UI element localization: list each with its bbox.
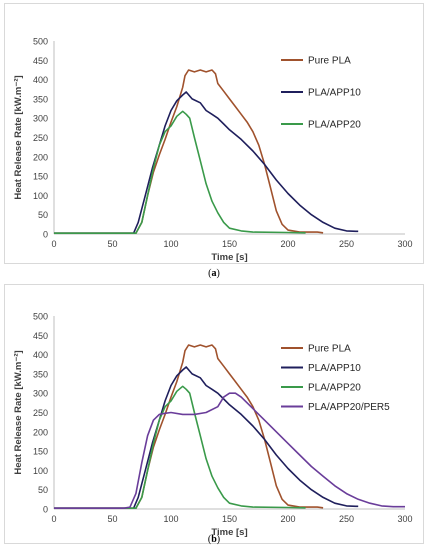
caption-a: (a) [208, 268, 220, 279]
series-line-pla-app20 [54, 110, 306, 234]
legend-entry: PLA/APP20 [308, 383, 361, 394]
y-tick-label: 100 [33, 466, 48, 476]
y-tick-label: 350 [33, 369, 48, 379]
y-tick-label: 50 [38, 485, 48, 495]
y-tick-label: 150 [33, 447, 48, 457]
legend-entry: PLA/APP20/PER5 [308, 402, 390, 413]
y-tick-label: 450 [33, 56, 48, 66]
y-tick-label: 400 [33, 75, 48, 85]
x-tick-label: 0 [51, 239, 56, 249]
series-line-pla-app10 [54, 366, 359, 509]
x-tick-label: 150 [222, 239, 237, 249]
x-tick-label: 50 [107, 239, 117, 249]
chart-panel-b: 0 50 100 150 200 250 300 350 400 450 500 0 50 100 150 2… [4, 284, 424, 544]
y-tick-label: 400 [33, 350, 48, 360]
x-tick-label: 0 [51, 514, 56, 524]
y-tick-label: 250 [33, 133, 48, 143]
series-line-pla-app20 [54, 385, 306, 509]
x-axis-label: Time [s] [211, 527, 247, 538]
y-tick-label: 150 [33, 172, 48, 182]
y-axis-label: Heat Release Rate [kW.m⁻²] [13, 75, 24, 199]
legend-entry: PLA/APP10 [308, 363, 361, 374]
hrr-chart-b: 0 50 100 150 200 250 300 350 400 450 500 0 50 100 150 2… [13, 312, 413, 539]
y-tick-label: 450 [33, 331, 48, 341]
y-tick-label: 50 [38, 210, 48, 220]
x-tick-label: 250 [339, 514, 354, 524]
legend-entry: Pure PLA [308, 56, 351, 67]
caption-b: (b) [207, 534, 221, 545]
caption-b-letter: b [211, 534, 217, 545]
y-tick-label: 500 [33, 37, 48, 47]
x-tick-label: 300 [397, 239, 412, 249]
x-tick-label: 250 [339, 239, 354, 249]
caption-a-letter: a [211, 268, 217, 279]
x-tick-label: 200 [280, 239, 295, 249]
series-line-pure-pla [54, 69, 324, 234]
x-tick-label: 100 [163, 514, 178, 524]
y-tick-label: 100 [33, 191, 48, 201]
y-tick-label: 350 [33, 94, 48, 104]
x-tick-label: 200 [280, 514, 295, 524]
x-tick-label: 100 [163, 239, 178, 249]
x-tick-label: 50 [107, 514, 117, 524]
legend-entry: PLA/APP10 [308, 88, 361, 99]
x-tick-label: 150 [222, 514, 237, 524]
y-tick-label: 200 [33, 427, 48, 437]
legend-entry: Pure PLA [308, 344, 351, 355]
series-line-pla-app20-per5 [54, 392, 405, 509]
y-tick-label: 0 [43, 505, 48, 515]
y-tick-label: 250 [33, 408, 48, 418]
y-tick-label: 500 [33, 312, 48, 322]
x-axis-label: Time [s] [211, 252, 247, 263]
y-tick-label: 300 [33, 114, 48, 124]
hrr-chart-a: 0 50 100 150 200 250 300 350 400 450 500 0 50 100 150 2… [13, 37, 413, 264]
legend-entry: PLA/APP20 [308, 120, 361, 131]
series-line-pla-app10 [54, 91, 359, 234]
y-tick-label: 200 [33, 152, 48, 162]
chart-panel-a: 0 50 100 150 200 250 300 350 400 450 500 0 50 100 150 2… [4, 3, 424, 264]
series-line-pure-pla [54, 344, 324, 509]
x-tick-label: 300 [397, 514, 412, 524]
y-tick-label: 300 [33, 389, 48, 399]
y-axis-label: Heat Release Rate [kW.m⁻²] [13, 350, 24, 474]
y-tick-label: 0 [43, 230, 48, 240]
